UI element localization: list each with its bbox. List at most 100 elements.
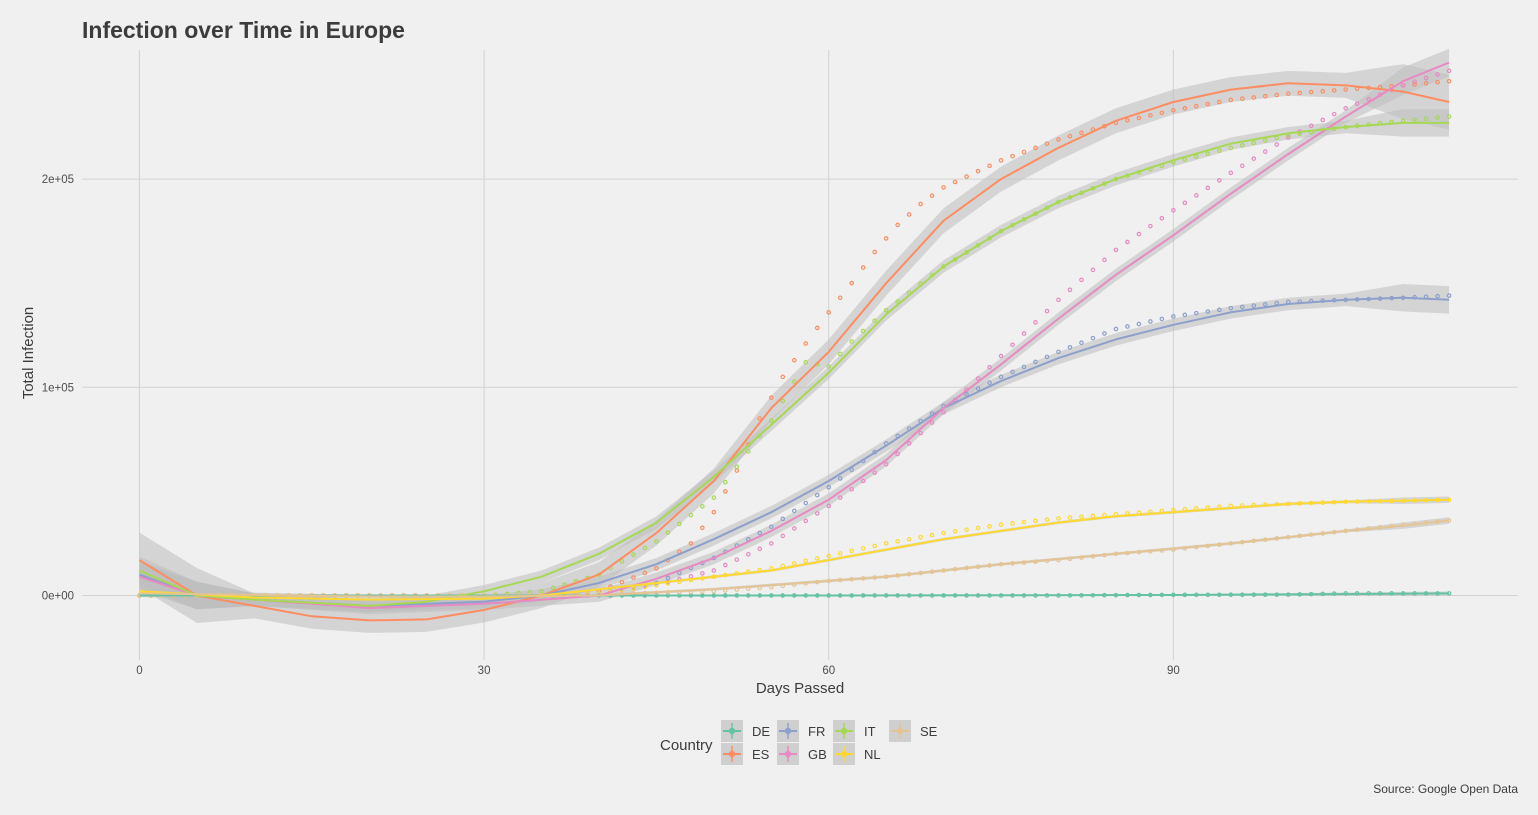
data-point-IT bbox=[883, 307, 889, 313]
data-point-IT bbox=[826, 364, 832, 369]
data-point-ES bbox=[1148, 113, 1153, 118]
data-point-IT bbox=[1239, 143, 1245, 148]
data-point-NL bbox=[631, 586, 636, 591]
data-point-FR bbox=[1194, 310, 1199, 316]
fit-line-GB bbox=[139, 61, 1450, 609]
data-point-FR bbox=[826, 484, 832, 490]
data-point-ES bbox=[631, 575, 636, 580]
data-point-NL bbox=[860, 546, 866, 551]
data-point-GB bbox=[929, 420, 935, 425]
data-point-ES bbox=[814, 325, 820, 331]
data-point-ES bbox=[941, 185, 946, 190]
legend-dot-ES bbox=[728, 750, 736, 758]
legend-dot-IT bbox=[840, 727, 848, 735]
data-point-ES bbox=[1182, 105, 1188, 111]
data-point-IT bbox=[642, 545, 648, 551]
data-point-ES bbox=[654, 566, 659, 571]
data-point-IT bbox=[872, 318, 877, 323]
confidence-band-ES bbox=[139, 64, 1450, 633]
legend-label-SE: SE bbox=[920, 724, 938, 739]
data-point-NL bbox=[780, 563, 786, 569]
fit-line-FR bbox=[139, 296, 1450, 607]
data-point-IT bbox=[711, 495, 717, 500]
data-point-NL bbox=[1044, 517, 1050, 522]
data-point-NL bbox=[964, 527, 969, 532]
legend: Country DE ES FR GB IT NL SE bbox=[660, 720, 938, 765]
data-point-IT bbox=[1412, 117, 1417, 123]
data-point-IT bbox=[631, 552, 636, 557]
x-axis-ticks: 0 30 60 90 bbox=[136, 665, 1180, 677]
data-point-NL bbox=[849, 548, 854, 554]
data-point-GB bbox=[1423, 75, 1429, 81]
data-point-GB bbox=[918, 430, 923, 436]
legend-dot-GB bbox=[784, 750, 792, 758]
x-tick-label: 90 bbox=[1167, 665, 1180, 677]
data-point-ES bbox=[1423, 81, 1429, 86]
data-point-GB bbox=[723, 562, 728, 568]
data-point-IT bbox=[1217, 148, 1222, 154]
data-point-ES bbox=[906, 212, 912, 217]
data-point-GB bbox=[1067, 287, 1073, 293]
data-point-IT bbox=[734, 464, 740, 470]
data-point-IT bbox=[1262, 138, 1268, 143]
data-point-ES bbox=[895, 222, 900, 228]
data-point-IT bbox=[700, 504, 705, 509]
data-point-GB bbox=[987, 364, 992, 370]
data-point-ES bbox=[757, 416, 763, 421]
data-point-ES bbox=[1343, 87, 1348, 92]
data-point-IT bbox=[665, 530, 671, 535]
data-point-ES bbox=[987, 163, 992, 169]
data-point-FR bbox=[837, 476, 843, 481]
data-point-GB bbox=[1308, 123, 1314, 129]
data-point-NL bbox=[803, 558, 809, 564]
data-point-ES bbox=[975, 168, 981, 174]
data-point-ES bbox=[768, 395, 774, 400]
confidence-band-FR bbox=[139, 284, 1450, 613]
y-axis-title: Total Infection bbox=[20, 307, 37, 400]
data-point-GB bbox=[975, 376, 981, 381]
data-point-FR bbox=[1228, 305, 1234, 311]
y-axis-ticks: 0e+00 1e+05 2e+05 bbox=[42, 174, 74, 602]
data-point-GB bbox=[998, 353, 1004, 359]
fit-lines bbox=[138, 61, 1450, 622]
data-point-NL bbox=[941, 530, 946, 536]
data-point-GB bbox=[1446, 68, 1452, 74]
data-point-GB bbox=[791, 526, 797, 531]
data-point-NL bbox=[872, 543, 877, 549]
data-point-ES bbox=[1125, 118, 1130, 123]
data-point-GB bbox=[1044, 308, 1050, 314]
data-point-ES bbox=[723, 489, 728, 494]
fit-line-NL bbox=[139, 498, 1450, 601]
confidence-bands bbox=[139, 48, 1450, 633]
legend-dot-NL bbox=[840, 750, 848, 758]
data-point-ES bbox=[1217, 99, 1222, 105]
data-point-GB bbox=[826, 503, 832, 509]
data-point-ES bbox=[1251, 95, 1257, 100]
data-point-ES bbox=[1228, 97, 1234, 103]
data-point-GB bbox=[849, 486, 854, 492]
legend-item-GB: GB bbox=[777, 743, 827, 765]
data-point-GB bbox=[1354, 101, 1360, 107]
data-point-ES bbox=[780, 374, 786, 380]
data-point-NL bbox=[895, 539, 900, 544]
data-point-IT bbox=[1205, 151, 1211, 156]
data-point-NL bbox=[883, 541, 889, 546]
source-caption: Source: Google Open Data bbox=[1373, 782, 1518, 796]
data-point-GB bbox=[688, 574, 694, 579]
data-point-GB bbox=[1400, 83, 1406, 88]
data-point-FR bbox=[1435, 293, 1440, 299]
data-point-GB bbox=[941, 409, 946, 415]
data-point-FR bbox=[768, 524, 774, 530]
data-point-GB bbox=[1228, 170, 1234, 176]
data-point-FR bbox=[1113, 326, 1119, 332]
data-point-GB bbox=[768, 541, 774, 546]
data-point-GB bbox=[1217, 178, 1222, 183]
data-point-IT bbox=[619, 559, 625, 564]
data-point-FR bbox=[780, 516, 786, 522]
data-point-GB bbox=[883, 462, 889, 467]
fit-line-SE bbox=[139, 519, 1450, 598]
data-point-GB bbox=[711, 568, 717, 573]
data-point-ES bbox=[964, 174, 969, 179]
data-point-FR bbox=[757, 530, 763, 536]
data-point-ES bbox=[711, 509, 717, 515]
